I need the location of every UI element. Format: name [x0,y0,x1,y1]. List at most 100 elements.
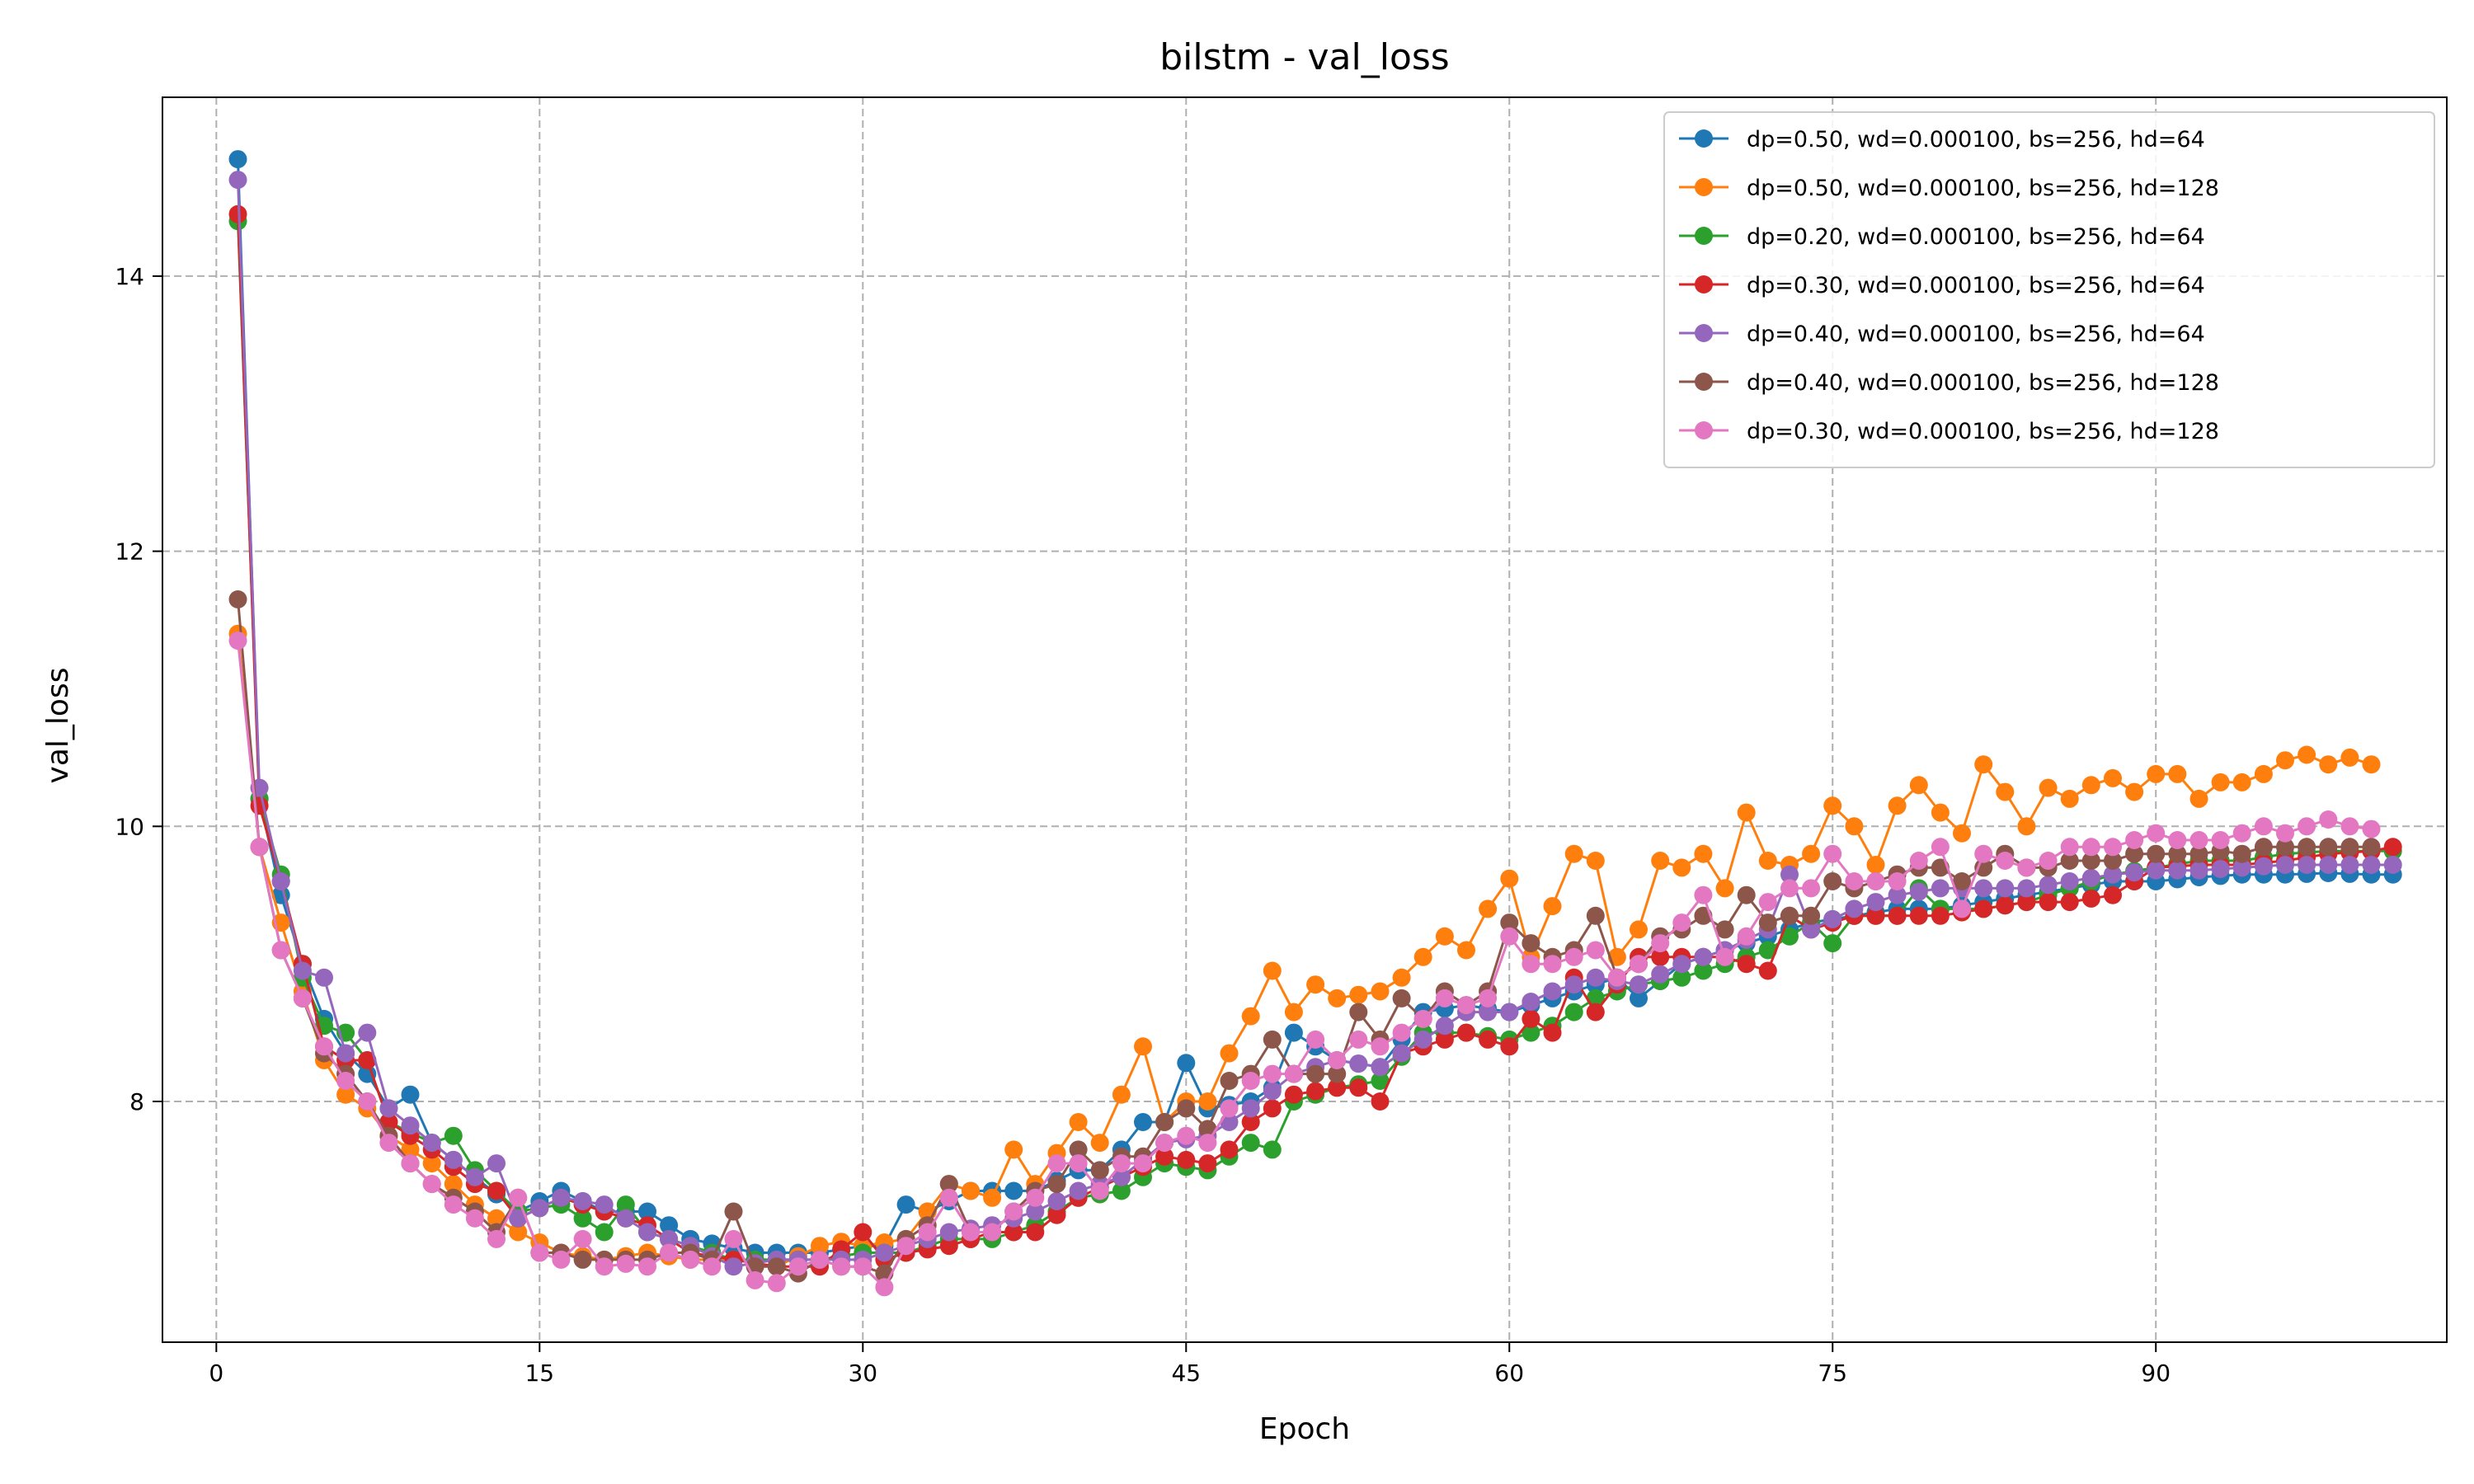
data-point [2319,838,2338,857]
data-point [1069,1113,1088,1131]
data-point [2060,852,2079,870]
data-point [1090,1161,1109,1180]
data-point [616,1209,635,1228]
data-point [983,1223,1002,1242]
data-point [1026,1188,1045,1207]
data-point [315,1037,333,1056]
data-point [1564,975,1583,994]
data-point [1630,989,1648,1007]
data-point [1500,1003,1519,1021]
data-point [2254,857,2273,876]
data-point [1263,1140,1282,1159]
data-point [315,968,333,987]
data-point [2319,810,2338,829]
data-point [1371,982,1390,1001]
x-tick-label: 15 [524,1360,554,1387]
data-point [2060,789,2079,808]
data-point [962,1181,980,1200]
data-point [1866,893,1885,912]
data-point [1263,961,1282,980]
data-point [1155,1134,1174,1153]
data-point [896,1195,915,1214]
legend-item: dp=0.50, wd=0.000100, bs=256, hd=64 [1679,127,2205,153]
x-tick-label: 0 [209,1360,223,1387]
data-point [1306,1030,1325,1049]
legend-label: dp=0.40, wd=0.000100, bs=256, hd=128 [1747,370,2219,396]
data-point [2017,817,2036,836]
data-point [509,1209,528,1228]
data-point [487,1181,506,1200]
y-axis-title: val_loss [41,668,75,784]
data-point [832,1257,851,1276]
data-point [1413,1030,1432,1049]
data-point [1069,1154,1088,1173]
data-point [2298,838,2316,857]
data-point [2232,844,2251,863]
data-point [422,1154,441,1173]
data-point [1651,947,1670,966]
data-point [465,1167,484,1186]
data-point [271,872,290,890]
data-point [1780,906,1799,925]
legend-item: dp=0.50, wd=0.000100, bs=256, hd=128 [1679,176,2219,201]
data-point [465,1209,484,1228]
data-point [2039,852,2058,870]
data-point [2232,824,2251,843]
data-point [1866,856,1885,874]
data-point [444,1195,463,1214]
data-point [1435,1017,1454,1036]
data-point [724,1257,743,1276]
data-point [1371,1058,1390,1077]
data-point [1241,1134,1260,1153]
data-point [336,1085,355,1104]
data-point [616,1195,635,1214]
data-point [2298,817,2316,836]
data-point [1564,844,1583,863]
data-point [1931,838,1950,857]
data-point [530,1199,549,1218]
data-point [595,1257,614,1276]
data-point [1974,755,1993,774]
data-point [595,1223,614,1242]
data-point [745,1270,764,1289]
data-point [2017,893,2036,912]
data-point [1306,975,1325,994]
ticks: 0 15 30 45 60 75 90 8 10 12 14 [115,263,2171,1387]
data-point [1953,872,1971,890]
data-point [2039,893,2058,912]
data-point [638,1202,656,1221]
data-point [1931,879,1950,898]
data-point [1780,927,1799,946]
data-point [444,1126,463,1145]
data-point [1651,965,1670,984]
data-point [293,989,312,1007]
data-point [2168,844,2187,863]
data-point [1672,913,1691,932]
data-point [2168,831,2187,849]
data-point [487,1229,506,1248]
data-point [1479,1003,1498,1021]
data-point [1134,1154,1152,1173]
data-point [573,1229,592,1248]
data-point [336,1044,355,1063]
data-point [767,1274,786,1293]
data-point [1586,968,1605,987]
data-point [1155,1113,1174,1131]
data-point [1564,1003,1583,1021]
x-tick-label: 60 [1494,1360,1524,1387]
data-point [1931,803,1950,822]
data-point [1457,996,1475,1015]
data-point [1241,1099,1260,1118]
data-point [1306,1082,1325,1101]
data-point [2060,838,2079,857]
y-tick-label: 12 [115,538,144,566]
data-point [1974,899,1993,918]
data-point [2081,838,2100,857]
data-point [1500,869,1519,888]
data-point [1090,1181,1109,1200]
data-point [1435,1030,1454,1049]
data-point [1155,1147,1174,1166]
data-point [962,1223,980,1242]
data-point [854,1257,872,1276]
data-point [1004,1181,1023,1200]
